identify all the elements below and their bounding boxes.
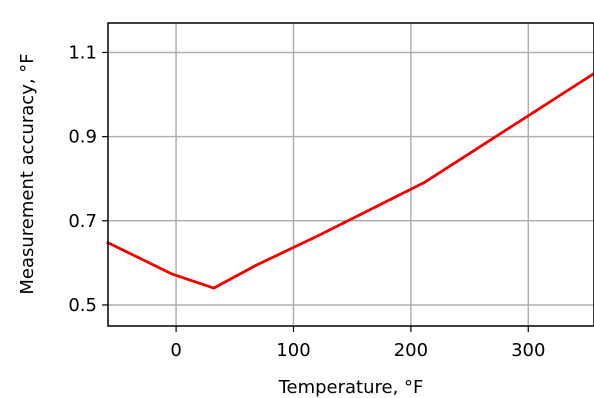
plot-frame	[107, 22, 594, 327]
y-axis-label: Measurement accuracy, °F	[17, 53, 38, 294]
x-tick-label: 100	[276, 340, 310, 361]
grid	[108, 23, 594, 326]
y-tick-label: 0.7	[68, 211, 97, 232]
y-tick-label: 0.5	[68, 295, 97, 316]
x-axis-ticks: 0 100 200 300	[170, 326, 545, 361]
y-tick-label: 1.1	[68, 42, 97, 63]
x-tick-label: 200	[394, 340, 428, 361]
series-line	[106, 71, 594, 290]
x-tick-label: 300	[511, 340, 545, 361]
x-axis-label: Temperature, °F	[278, 377, 424, 398]
y-tick-label: 0.9	[68, 127, 97, 148]
x-tick-label: 0	[170, 340, 181, 361]
y-axis-ticks: 0.5 0.7 0.9 1.1	[68, 42, 108, 316]
plot-lines	[106, 71, 594, 290]
